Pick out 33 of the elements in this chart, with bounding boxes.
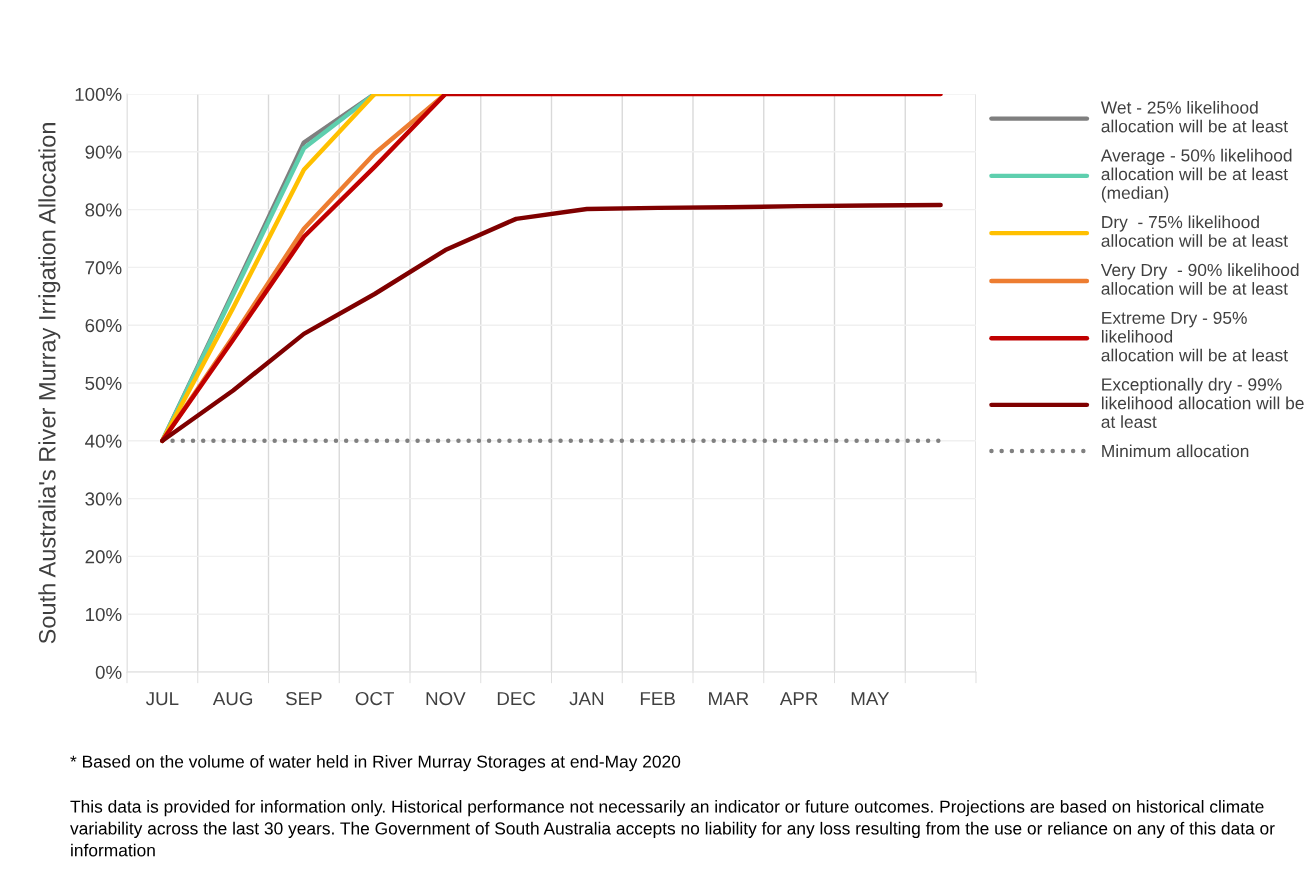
text: Average - 50% likelihood allocation will be at least (median) xyxy=(1100,148,1292,203)
x-tick-label: NOV xyxy=(426,691,466,706)
y-tick-label: 40% xyxy=(85,434,122,448)
text: Dry - 75% likelihood allocation will be at least xyxy=(1101,215,1288,247)
x-tick-label: OCT xyxy=(355,691,394,706)
y-tick-label: 20% xyxy=(85,550,122,564)
y-tick-label: 50% xyxy=(85,376,122,390)
x-tick-label: FEB xyxy=(640,692,675,706)
y-tick-label: 80% xyxy=(85,203,122,217)
y-tick-label: 0% xyxy=(95,665,122,679)
x-tick-label: MAY xyxy=(851,692,890,706)
y-tick-label: 90% xyxy=(85,145,122,159)
line-series xyxy=(160,202,943,444)
x-tick-label: APR xyxy=(779,692,818,706)
x-tick-label: SEP xyxy=(285,691,322,706)
text: * Based on the volume of water held in River Murray Storages at end-May 2020 xyxy=(70,755,681,772)
x-tick-label: JAN xyxy=(569,692,604,706)
text: Exceptionally dry - 99% likelihood allocation will be at least xyxy=(1101,377,1304,429)
text: Very Dry - 90% likelihood allocation will be at least xyxy=(1100,263,1299,295)
x-tick-label: MAR xyxy=(709,692,749,706)
x-tick-label: JUL xyxy=(146,692,179,706)
y-tick-label: 30% xyxy=(85,492,122,506)
text: Minimum allocation xyxy=(1102,444,1249,458)
x-tick-label: DEC xyxy=(497,691,536,706)
text: This data is provided for information only. Historical performance not necessarily an indicator or future outcomes. Projections are based on historical climate variability across the last 30 years. The Government of South Australia accepts no liability for any loss resulting from the use or reliance on any of this data or information xyxy=(70,800,1275,857)
x-tick-label: AUG xyxy=(212,691,253,706)
y-axis-title: South Australia's River Murray Irrigation Allocation xyxy=(38,123,61,644)
text: Wet - 25% likelihood allocation will be at least xyxy=(1100,100,1288,133)
text: Extreme Dry - 95% likelihood allocation will be at least xyxy=(1101,311,1288,362)
y-tick-label: 60% xyxy=(85,318,122,333)
y-tick-label: 70% xyxy=(85,261,122,275)
y-tick-label: 10% xyxy=(86,607,122,622)
y-tick-label: 100% xyxy=(75,87,122,101)
